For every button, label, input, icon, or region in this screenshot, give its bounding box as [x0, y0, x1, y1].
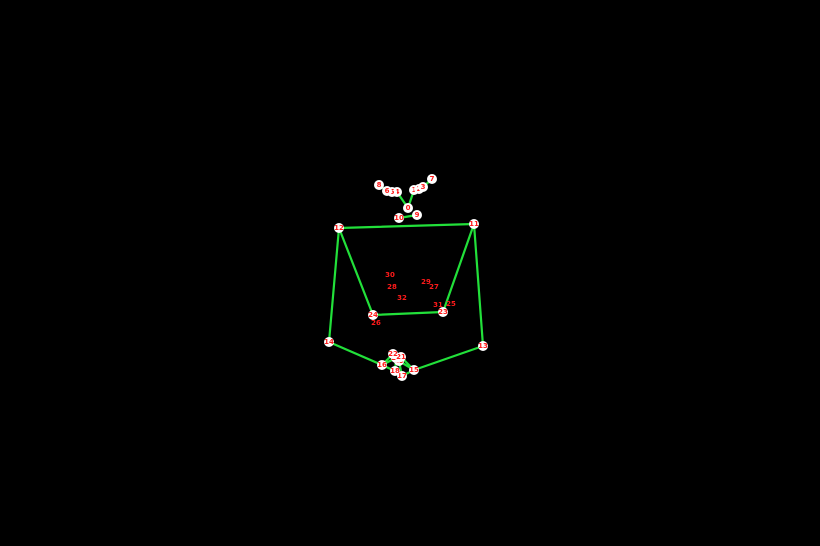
keypoint-dot-18 [390, 366, 400, 376]
bone-11-23 [441, 222, 476, 314]
keypoint-dot-24 [368, 310, 378, 320]
keypoint-label-27: 27 [429, 283, 439, 291]
keypoint-dot-15 [409, 365, 419, 375]
keypoint-0: 0 [403, 203, 413, 213]
keypoint-27: 27 [429, 283, 439, 291]
keypoint-label-22: 22 [388, 350, 398, 358]
keypoint-label-6: 6 [385, 187, 390, 195]
keypoint-21: 21 [396, 352, 406, 362]
keypoint-label-18: 18 [390, 367, 400, 375]
keypoint-25: 25 [446, 300, 456, 308]
keypoint-label-3: 3 [421, 183, 426, 191]
keypoint-label-7: 7 [430, 175, 435, 183]
keypoint-32: 32 [397, 294, 407, 302]
keypoint-dot-0 [403, 203, 413, 213]
keypoint-label-29: 29 [421, 278, 431, 286]
keypoint-label-26: 26 [371, 319, 381, 327]
keypoint-29: 29 [421, 278, 431, 286]
keypoint-dot-23 [438, 307, 448, 317]
keypoint-label-30: 30 [385, 271, 395, 279]
keypoint-15: 15 [409, 365, 419, 375]
keypoint-24: 24 [368, 310, 378, 320]
keypoint-label-32: 32 [397, 294, 407, 302]
keypoint-dot-6 [382, 186, 392, 196]
keypoint-label-10: 10 [394, 214, 404, 222]
keypoint-10: 10 [394, 213, 404, 223]
keypoint-label-15: 15 [409, 366, 419, 374]
keypoint-label-17: 17 [397, 372, 407, 380]
keypoint-8: 8 [374, 180, 384, 190]
keypoint-label-14: 14 [324, 338, 334, 346]
keypoint-label-13: 13 [478, 342, 488, 350]
keypoint-label-5: 5 [390, 188, 395, 196]
keypoint-label-4: 4 [395, 188, 400, 196]
bone-11-13 [472, 222, 485, 348]
keypoint-30: 30 [385, 271, 395, 279]
keypoint-dot-8 [374, 180, 384, 190]
keypoint-16: 16 [377, 360, 387, 370]
bone-11-12 [337, 222, 476, 230]
keypoint-31: 31 [433, 301, 443, 309]
keypoint-dot-21 [396, 352, 406, 362]
bone-13-15 [412, 344, 485, 372]
keypoint-label-25: 25 [446, 300, 456, 308]
keypoint-26: 26 [371, 319, 381, 327]
keypoint-dot-22 [388, 349, 398, 359]
keypoint-9: 9 [412, 210, 422, 220]
skeleton-joints: 0123456789101112131415161718192021222324… [324, 174, 488, 381]
keypoint-3: 3 [418, 182, 428, 192]
keypoint-13: 13 [478, 341, 488, 351]
keypoint-17: 17 [397, 371, 407, 381]
keypoint-dot-13 [478, 341, 488, 351]
keypoint-dot-3 [418, 182, 428, 192]
keypoint-dot-11 [469, 219, 479, 229]
keypoint-dot-9 [412, 210, 422, 220]
keypoint-label-8: 8 [377, 181, 382, 189]
bone-14-16 [327, 340, 384, 367]
keypoint-label-28: 28 [387, 283, 397, 291]
keypoint-dot-7 [427, 174, 437, 184]
keypoint-28: 28 [387, 283, 397, 291]
keypoint-label-1: 1 [412, 186, 417, 194]
keypoint-7: 7 [427, 174, 437, 184]
keypoint-23: 23 [438, 307, 448, 317]
bone-23-24 [371, 310, 445, 317]
keypoint-18: 18 [390, 366, 400, 376]
keypoint-22: 22 [388, 349, 398, 359]
keypoint-dot-12 [334, 223, 344, 233]
keypoint-label-0: 0 [406, 204, 411, 212]
keypoint-label-12: 12 [334, 224, 344, 232]
keypoint-11: 11 [469, 219, 479, 229]
keypoint-label-31: 31 [433, 301, 443, 309]
keypoint-label-24: 24 [368, 311, 378, 319]
keypoint-label-11: 11 [469, 220, 479, 228]
bone-12-14 [327, 226, 341, 344]
keypoint-dot-10 [394, 213, 404, 223]
keypoint-label-21: 21 [396, 353, 406, 361]
keypoint-14: 14 [324, 337, 334, 347]
keypoint-label-23: 23 [438, 308, 448, 316]
keypoint-dot-16 [377, 360, 387, 370]
keypoint-6: 6 [382, 186, 392, 196]
keypoint-label-16: 16 [377, 361, 387, 369]
keypoint-label-9: 9 [415, 211, 420, 219]
keypoint-12: 12 [334, 223, 344, 233]
keypoint-dot-17 [397, 371, 407, 381]
bone-12-24 [337, 226, 375, 317]
keypoint-label-20: 20 [391, 354, 401, 362]
keypoint-dot-14 [324, 337, 334, 347]
